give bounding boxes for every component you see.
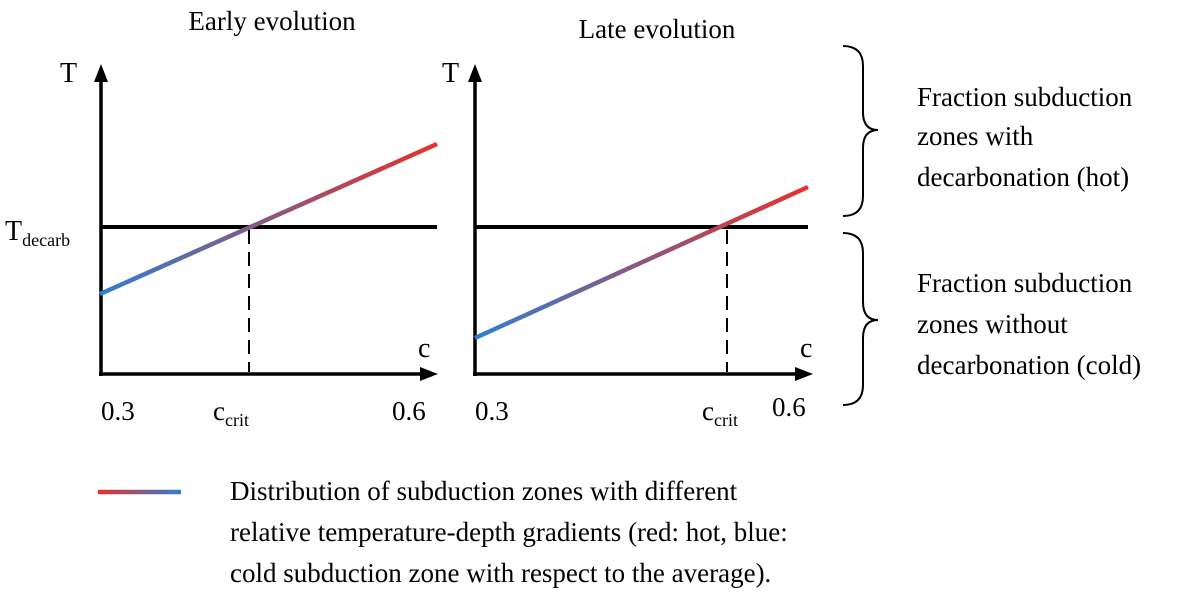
x-axis-arrow	[795, 367, 813, 381]
legend-text: Distribution of subduction zones with di…	[230, 476, 795, 588]
curly-brace	[842, 45, 879, 217]
y-axis-arrow	[468, 64, 482, 82]
panel-title: Early evolution	[188, 6, 356, 36]
legend: Distribution of subduction zones with di…	[98, 476, 795, 588]
panel-title: Late evolution	[579, 14, 736, 44]
x-min-label: 0.3	[475, 396, 509, 426]
distribution-line	[99, 141, 438, 297]
t-decarb-label: Tdecarb	[5, 216, 70, 250]
curly-brace	[842, 232, 879, 406]
bracket-text: Fraction subduction zones without decarb…	[917, 268, 1141, 380]
y-axis-arrow	[94, 64, 108, 82]
x-axis-arrow	[420, 367, 438, 381]
y-axis-label: T	[442, 58, 459, 89]
ccrit-label: ccrit	[702, 396, 738, 430]
bracket-cold: Fraction subduction zones without decarb…	[842, 232, 1141, 406]
ccrit-label: ccrit	[213, 396, 249, 430]
x-axis-label: c	[418, 333, 430, 364]
x-max-label: 0.6	[392, 396, 426, 426]
distribution-line	[474, 184, 809, 341]
y-axis-label: T	[60, 58, 77, 89]
x-max-label: 0.6	[772, 392, 806, 422]
x-min-label: 0.3	[101, 396, 135, 426]
bracket-text: Fraction subduction zones with decarbona…	[917, 82, 1139, 192]
bracket-hot: Fraction subduction zones with decarbona…	[842, 45, 1139, 217]
panel-early: Early evolution T c Tdecarb 0.3 0.6 ccri…	[5, 6, 438, 430]
x-axis-label: c	[800, 333, 812, 364]
panel-late: Late evolution T c 0.3 0.6 ccrit	[442, 14, 813, 430]
